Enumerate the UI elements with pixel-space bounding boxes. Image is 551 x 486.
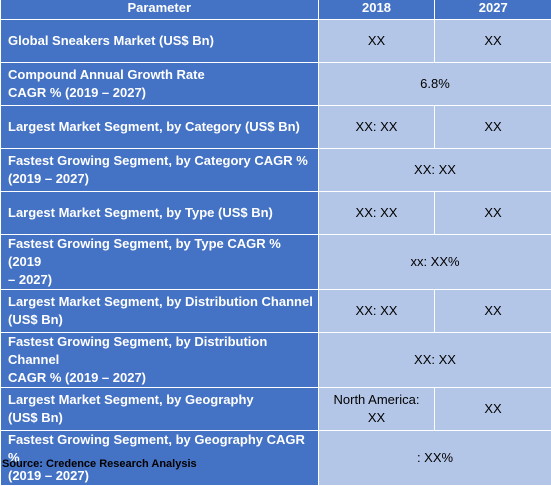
report-summary: Parameter 2018 2027 Global Sneakers Mark…	[0, 0, 551, 474]
table-row: Global Sneakers Market (US$ Bn) XX XX	[1, 20, 551, 63]
value-line: North America:	[334, 392, 420, 407]
row-parameter-line: (US$ Bn)	[8, 410, 63, 425]
row-parameter-line: Largest Market Segment, by Distribution …	[8, 294, 313, 309]
row-parameter-line: (US$ Bn)	[8, 312, 63, 327]
row-parameter: Largest Market Segment, by Type (US$ Bn)	[1, 192, 319, 235]
header-2018: 2018	[319, 0, 435, 20]
value-2027: XX	[435, 388, 551, 431]
row-parameter: Global Sneakers Market (US$ Bn)	[1, 20, 319, 63]
row-parameter: Largest Market Segment, by Category (US$…	[1, 106, 319, 149]
row-parameter: Fastest Growing Segment, by Distribution…	[1, 333, 319, 388]
value-2018: XX: XX	[319, 290, 435, 333]
table-row: Fastest Growing Segment, by Distribution…	[1, 333, 551, 388]
value-merged: : XX%	[319, 431, 551, 486]
value-2027: XX	[435, 192, 551, 235]
table-row: Largest Market Segment, by Geography (US…	[1, 388, 551, 431]
row-parameter-line: Fastest Growing Segment, by Category CAG…	[8, 153, 308, 168]
value-merged: XX: XX	[319, 149, 551, 192]
header-parameter: Parameter	[1, 0, 319, 20]
row-parameter: Fastest Growing Segment, by Type CAGR % …	[1, 235, 319, 290]
value-2018: XX: XX	[319, 106, 435, 149]
value-merged: xx: XX%	[319, 235, 551, 290]
table-row: Fastest Growing Segment, by Type CAGR % …	[1, 235, 551, 290]
row-parameter-line: CAGR % (2019 – 2027)	[8, 85, 146, 100]
row-parameter-line: – 2027)	[8, 272, 52, 287]
table-row: Largest Market Segment, by Distribution …	[1, 290, 551, 333]
value-2027: XX	[435, 20, 551, 63]
value-2018: XX	[319, 20, 435, 63]
table-row: Largest Market Segment, by Category (US$…	[1, 106, 551, 149]
row-parameter: Compound Annual Growth Rate CAGR % (2019…	[1, 63, 319, 106]
row-parameter-line: Fastest Growing Segment, by Type CAGR % …	[8, 236, 281, 269]
table-row: Fastest Growing Segment, by Category CAG…	[1, 149, 551, 192]
row-parameter: Largest Market Segment, by Geography (US…	[1, 388, 319, 431]
row-parameter: Fastest Growing Segment, by Category CAG…	[1, 149, 319, 192]
table-row: Compound Annual Growth Rate CAGR % (2019…	[1, 63, 551, 106]
row-parameter: Largest Market Segment, by Distribution …	[1, 290, 319, 333]
header-2027: 2027	[435, 0, 551, 20]
header-row: Parameter 2018 2027	[1, 0, 551, 20]
value-2018: North America: XX	[319, 388, 435, 431]
table-row: Largest Market Segment, by Type (US$ Bn)…	[1, 192, 551, 235]
value-2018: XX: XX	[319, 192, 435, 235]
row-parameter-line: (2019 – 2027)	[8, 171, 89, 186]
source-note: Source: Credence Research Analysis	[2, 458, 197, 470]
value-merged: 6.8%	[319, 63, 551, 106]
row-parameter-line: Largest Market Segment, by Geography	[8, 392, 254, 407]
value-2027: XX	[435, 290, 551, 333]
value-line: XX	[368, 410, 385, 425]
value-merged: XX: XX	[319, 333, 551, 388]
row-parameter-line: Compound Annual Growth Rate	[8, 67, 205, 82]
row-parameter-line: (2019 – 2027)	[8, 468, 89, 483]
value-2027: XX	[435, 106, 551, 149]
row-parameter-line: Fastest Growing Segment, by Distribution…	[8, 334, 267, 367]
row-parameter-line: CAGR % (2019 – 2027)	[8, 370, 146, 385]
